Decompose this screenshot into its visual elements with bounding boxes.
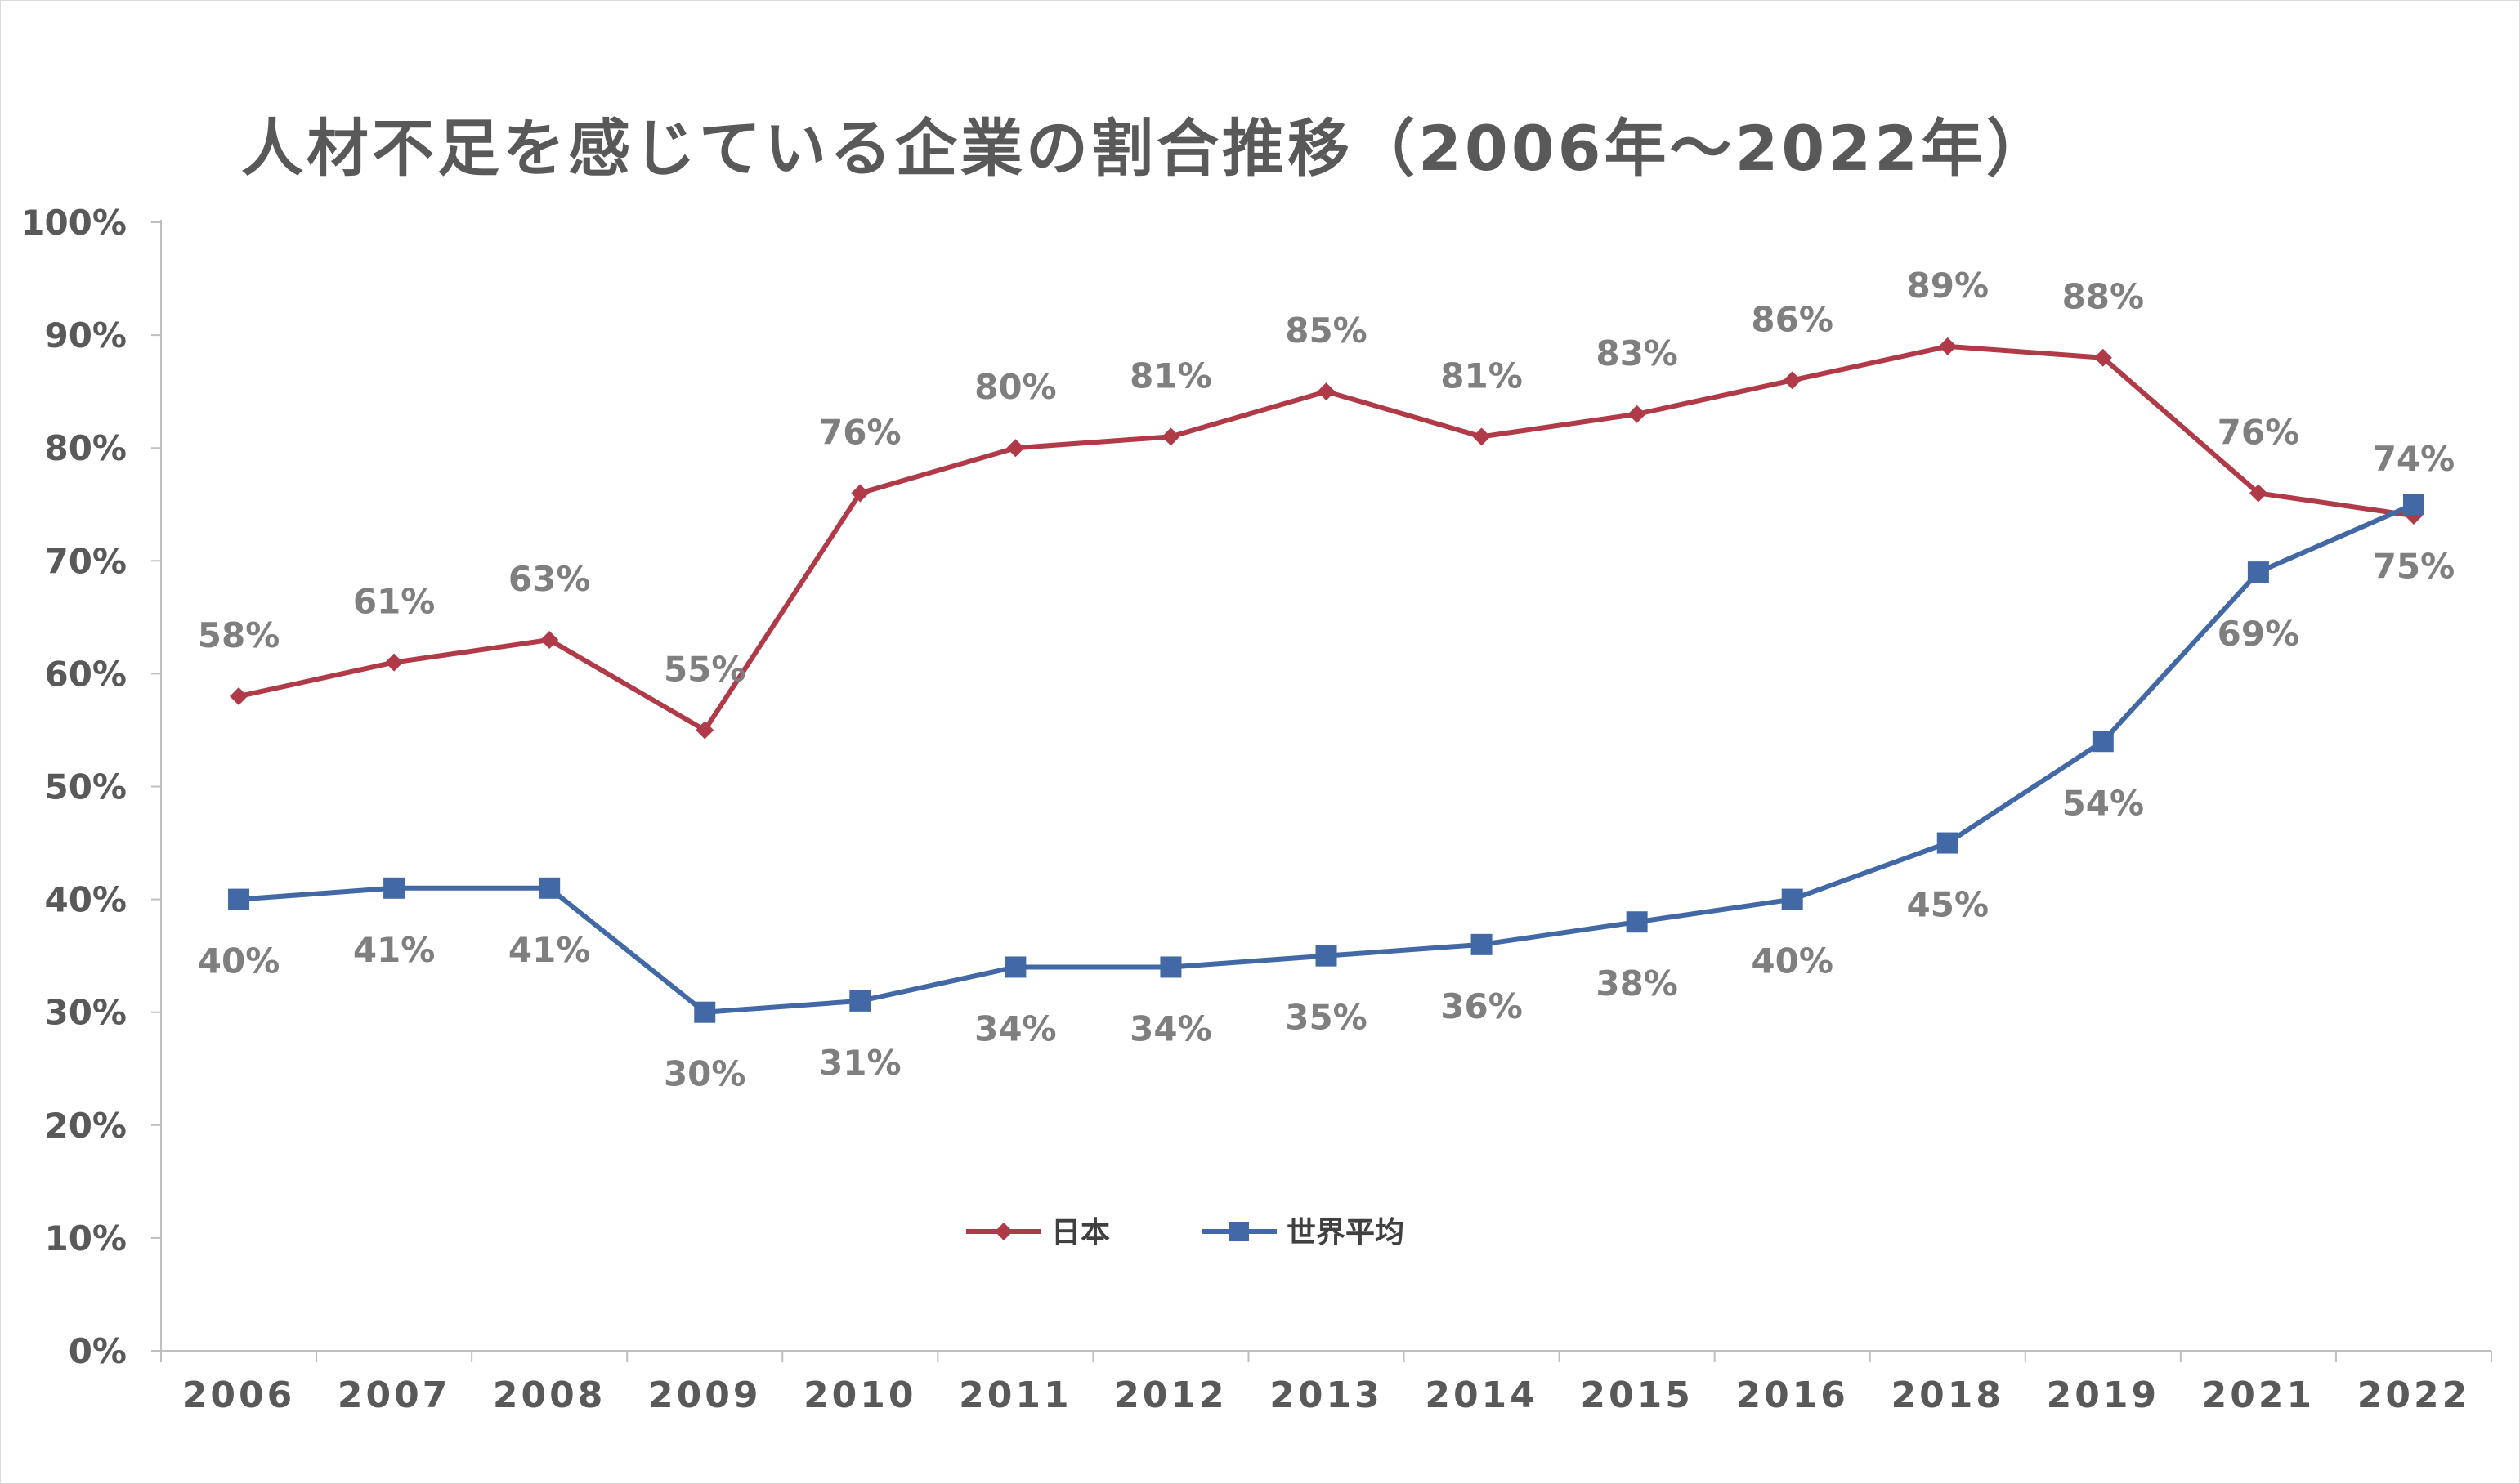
data-point [540, 630, 559, 649]
y-tick-label: 90% [44, 315, 127, 355]
x-tick-label: 2011 [959, 1374, 1072, 1416]
data-label: 85% [1285, 311, 1367, 351]
x-tick-label: 2019 [2047, 1374, 2160, 1416]
y-tick-label: 70% [44, 541, 127, 581]
data-label: 86% [1751, 299, 1833, 339]
data-label: 38% [1596, 963, 1678, 1003]
data-label: 41% [508, 930, 591, 970]
data-label: 88% [2062, 277, 2145, 317]
data-label: 69% [2218, 614, 2300, 654]
data-point [230, 687, 248, 706]
data-point [1783, 371, 1802, 390]
x-tick-label: 2018 [1891, 1374, 2004, 1416]
data-point [696, 721, 714, 740]
data-label: 36% [1440, 986, 1523, 1026]
data-label: 81% [1130, 355, 1212, 396]
y-tick-label: 60% [44, 654, 127, 694]
legend-entry-japan: 日本 [966, 1216, 1110, 1249]
y-tick-label: 20% [44, 1106, 127, 1146]
y-tick-label: 40% [44, 880, 127, 920]
data-point [849, 990, 871, 1012]
data-label: 40% [1751, 941, 1833, 981]
data-point [383, 877, 405, 899]
data-point [1005, 956, 1027, 978]
data-point [1317, 382, 1336, 401]
data-point [2092, 731, 2114, 753]
y-tick-label: 50% [44, 767, 127, 807]
data-label: 55% [664, 649, 746, 689]
data-label: 35% [1285, 998, 1367, 1038]
x-tick-label: 2016 [1735, 1374, 1848, 1416]
data-label: 83% [1596, 333, 1678, 373]
data-label: 54% [2062, 783, 2145, 823]
legend-marker [995, 1223, 1013, 1240]
y-tick-label: 0% [69, 1331, 127, 1371]
y-tick-label: 30% [44, 993, 127, 1033]
x-tick-label: 2014 [1425, 1374, 1538, 1416]
data-label: 45% [1907, 885, 1990, 925]
x-tick-label: 2013 [1269, 1374, 1382, 1416]
y-tick-label: 100% [20, 203, 127, 243]
data-point [228, 888, 250, 910]
chart-title: 人材不足を感じている企業の割合推移（2006年～2022年） [241, 112, 2052, 185]
legend-label: 世界平均 [1287, 1216, 1404, 1249]
data-point [2402, 494, 2424, 516]
y-tick-label: 80% [44, 428, 127, 468]
legend: 日本 世界平均 [966, 1216, 1404, 1249]
data-label: 58% [198, 615, 280, 655]
axes: 0% 10% 20% 30% 40% 50% 60% 70% 80% 90% 100% 2006 200… [20, 203, 2492, 1416]
data-label: 80% [974, 367, 1057, 407]
x-tick-label: 2006 [182, 1374, 295, 1416]
x-tick-label: 2012 [1114, 1374, 1227, 1416]
legend-entry-world-average: 世界平均 [1202, 1216, 1404, 1249]
legend-label: 日本 [1051, 1216, 1110, 1249]
series-line [238, 343, 2415, 733]
data-label: 63% [508, 559, 591, 599]
data-point [2247, 561, 2269, 583]
x-tick-label: 2022 [2357, 1374, 2470, 1416]
data-label: 81% [1440, 355, 1523, 396]
data-label: 30% [664, 1054, 746, 1094]
data-label: 31% [819, 1043, 902, 1083]
data-point [2093, 348, 2112, 367]
x-tick-label: 2021 [2202, 1374, 2315, 1416]
data-point [1938, 337, 1957, 355]
data-point [539, 877, 561, 899]
data-point [1627, 405, 1646, 423]
data-point [1470, 933, 1493, 955]
data-label: 41% [353, 930, 436, 970]
data-label: 34% [1130, 1008, 1212, 1048]
x-tick-label: 2010 [803, 1374, 916, 1416]
data-point [1162, 427, 1180, 446]
data-point [1626, 911, 1648, 933]
data-label: 74% [2373, 439, 2455, 479]
data-point [1781, 888, 1803, 910]
x-tick-label: 2008 [493, 1374, 606, 1416]
x-tick-label: 2009 [648, 1374, 761, 1416]
data-point [1160, 956, 1182, 978]
series-layer: 58% 61% 63% 55% 76% 80% 81% 85% 81% 83% 86% 89% 88% 7… [198, 266, 2455, 1094]
data-point [385, 653, 404, 672]
y-tick-label: 10% [44, 1218, 127, 1258]
legend-marker [1229, 1222, 1249, 1241]
data-point [1315, 945, 1337, 967]
data-point [1472, 427, 1491, 446]
data-point [694, 1001, 716, 1023]
data-label: 76% [2218, 412, 2300, 452]
data-point [1006, 439, 1025, 458]
data-point [2249, 484, 2267, 503]
data-label: 75% [2373, 546, 2455, 586]
data-label: 89% [1907, 266, 1990, 306]
data-label: 61% [353, 582, 436, 622]
series-japan [230, 337, 2423, 740]
x-tick-label: 2015 [1580, 1374, 1693, 1416]
series-world-average [228, 494, 2424, 1023]
data-point [1936, 832, 1958, 854]
data-label: 34% [974, 1008, 1057, 1048]
data-point [851, 484, 870, 503]
data-label: 40% [198, 941, 280, 981]
data-label: 76% [819, 412, 902, 452]
x-tick-label: 2007 [338, 1374, 450, 1416]
